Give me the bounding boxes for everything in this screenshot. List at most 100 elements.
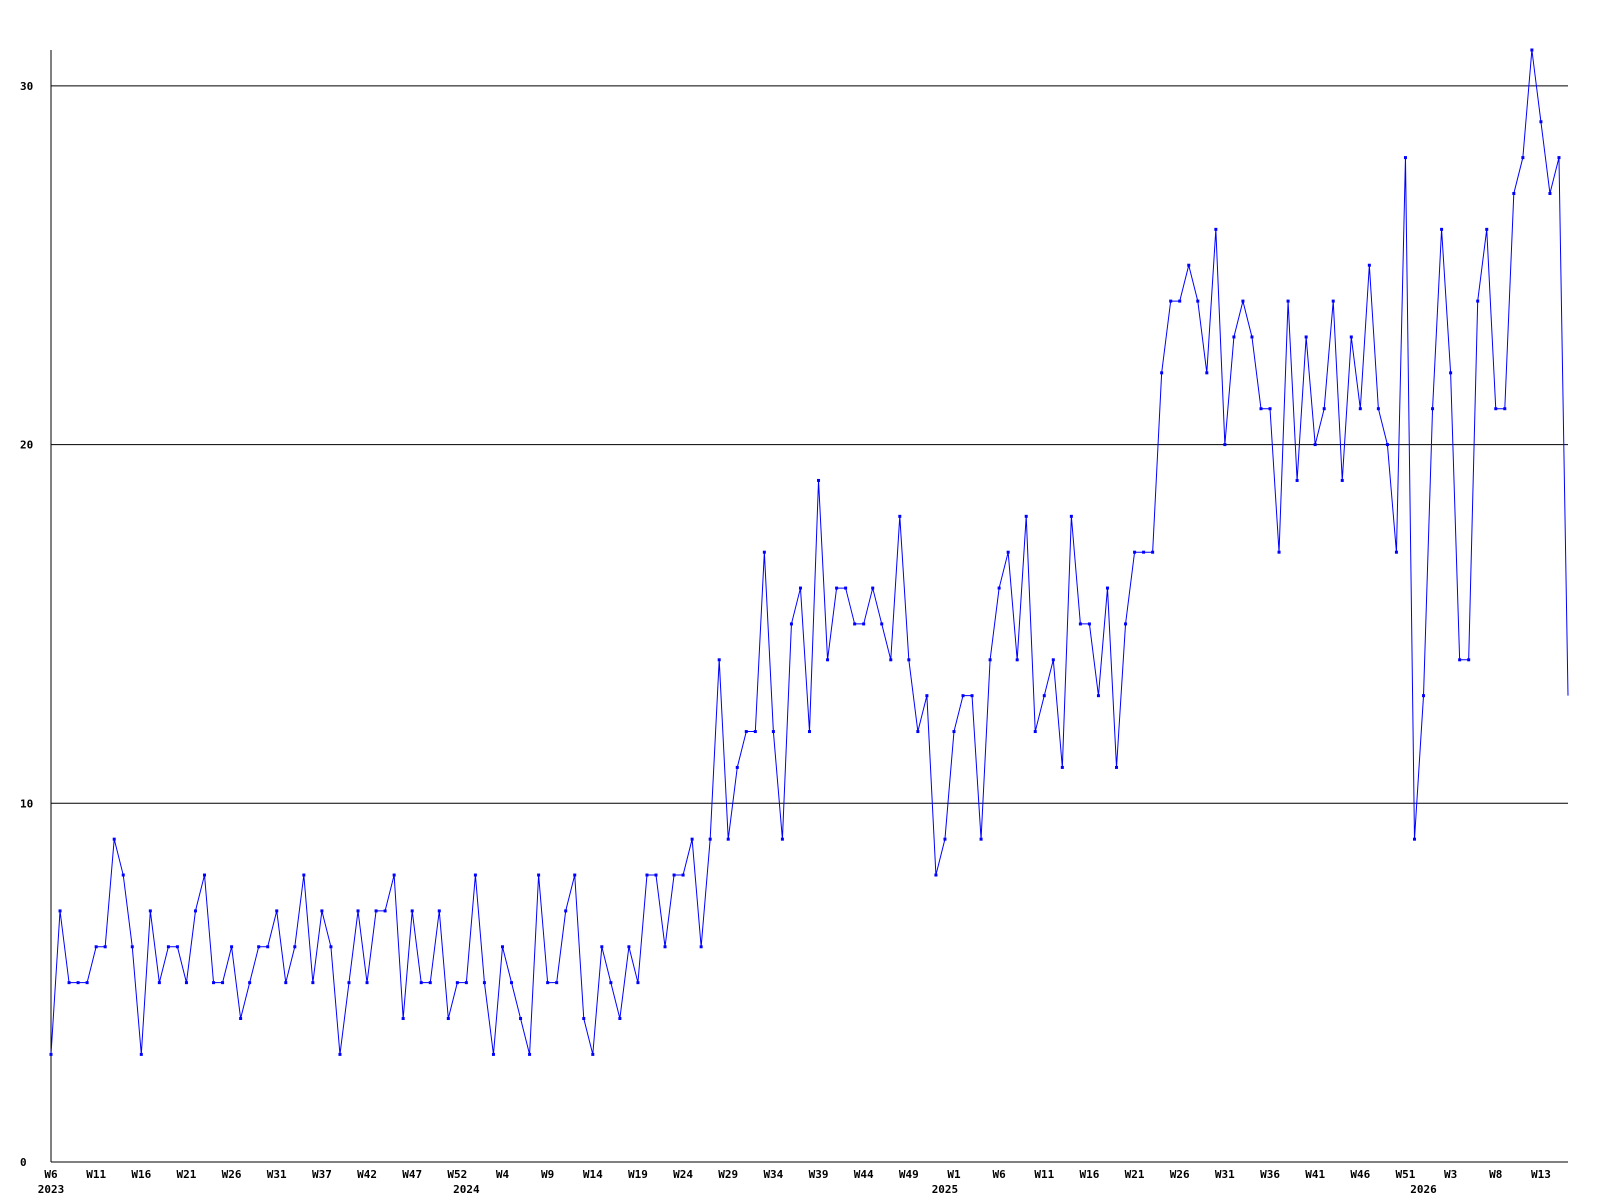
x-tick-label: W34 bbox=[763, 1168, 783, 1181]
point bbox=[329, 945, 333, 949]
x-tick-label: W11 bbox=[86, 1168, 106, 1181]
point bbox=[844, 586, 848, 590]
point bbox=[1376, 407, 1380, 411]
point bbox=[302, 873, 306, 877]
line bbox=[50, 49, 1569, 1055]
point bbox=[1196, 299, 1200, 303]
point bbox=[266, 945, 270, 949]
x-tick-label: W8 bbox=[1489, 1168, 1502, 1181]
point bbox=[789, 622, 793, 626]
x-tick-label: W51 bbox=[1396, 1168, 1416, 1181]
point bbox=[1512, 191, 1516, 195]
point bbox=[1494, 407, 1498, 411]
point bbox=[546, 981, 550, 985]
year-label: 2026 bbox=[1410, 1183, 1437, 1196]
point bbox=[148, 909, 152, 913]
point bbox=[1313, 443, 1317, 447]
point bbox=[1241, 299, 1245, 303]
point bbox=[591, 1052, 595, 1056]
point bbox=[1440, 227, 1444, 231]
point bbox=[203, 873, 207, 877]
point bbox=[771, 730, 775, 734]
x-tick-label: W3 bbox=[1444, 1168, 1457, 1181]
point bbox=[401, 1017, 405, 1021]
point bbox=[618, 1017, 622, 1021]
y-tick-label: 20 bbox=[20, 439, 33, 452]
point bbox=[672, 873, 676, 877]
point bbox=[555, 981, 559, 985]
point bbox=[1476, 299, 1480, 303]
point bbox=[744, 730, 748, 734]
point bbox=[1051, 658, 1055, 662]
point bbox=[257, 945, 261, 949]
point bbox=[916, 730, 920, 734]
point bbox=[1539, 120, 1543, 124]
point bbox=[1503, 407, 1507, 411]
point bbox=[1232, 335, 1236, 339]
point bbox=[627, 945, 631, 949]
point bbox=[1169, 299, 1173, 303]
point bbox=[437, 909, 441, 913]
point bbox=[889, 658, 893, 662]
x-tick-label: W47 bbox=[402, 1168, 422, 1181]
point bbox=[862, 622, 866, 626]
point bbox=[1394, 550, 1398, 554]
point bbox=[1467, 658, 1471, 662]
point bbox=[157, 981, 161, 985]
point bbox=[690, 837, 694, 841]
point bbox=[528, 1052, 532, 1056]
point bbox=[248, 981, 252, 985]
point bbox=[1331, 299, 1335, 303]
x-tick-label: W19 bbox=[628, 1168, 648, 1181]
point bbox=[1015, 658, 1019, 662]
x-tick-label: W41 bbox=[1305, 1168, 1325, 1181]
point bbox=[1367, 263, 1371, 267]
point bbox=[193, 909, 197, 913]
point bbox=[392, 873, 396, 877]
point bbox=[699, 945, 703, 949]
x-tick-label: W39 bbox=[809, 1168, 829, 1181]
point bbox=[1286, 299, 1290, 303]
point bbox=[537, 873, 541, 877]
x-tick-label: W6 bbox=[44, 1168, 58, 1181]
point bbox=[365, 981, 369, 985]
point bbox=[1214, 227, 1218, 231]
point bbox=[1160, 371, 1164, 375]
point bbox=[1250, 335, 1254, 339]
point bbox=[374, 909, 378, 913]
point bbox=[663, 945, 667, 949]
point bbox=[239, 1017, 243, 1021]
point bbox=[212, 981, 216, 985]
point bbox=[997, 586, 1001, 590]
point bbox=[907, 658, 911, 662]
point bbox=[1385, 443, 1389, 447]
point bbox=[320, 909, 324, 913]
point bbox=[1006, 550, 1010, 554]
x-tick-label: W31 bbox=[267, 1168, 287, 1181]
point bbox=[1105, 586, 1109, 590]
year-label: 2024 bbox=[453, 1183, 480, 1196]
point bbox=[1485, 227, 1489, 231]
point bbox=[573, 873, 577, 877]
point bbox=[1151, 550, 1155, 554]
point bbox=[564, 909, 568, 913]
point bbox=[970, 694, 974, 698]
point bbox=[139, 1052, 143, 1056]
point bbox=[1033, 730, 1037, 734]
point bbox=[1142, 550, 1146, 554]
point bbox=[708, 837, 712, 841]
point bbox=[49, 1052, 53, 1056]
point bbox=[1449, 371, 1453, 375]
x-tick-label: W31 bbox=[1215, 1168, 1235, 1181]
x-tick-label: W16 bbox=[131, 1168, 151, 1181]
point bbox=[681, 873, 685, 877]
x-tick-label: W29 bbox=[718, 1168, 738, 1181]
point bbox=[753, 730, 757, 734]
point bbox=[780, 837, 784, 841]
point bbox=[988, 658, 992, 662]
point bbox=[1403, 156, 1407, 160]
x-tick-label: W6 bbox=[993, 1168, 1007, 1181]
x-tick-label: W26 bbox=[222, 1168, 242, 1181]
year-label: 2025 bbox=[932, 1183, 959, 1196]
point bbox=[500, 945, 504, 949]
